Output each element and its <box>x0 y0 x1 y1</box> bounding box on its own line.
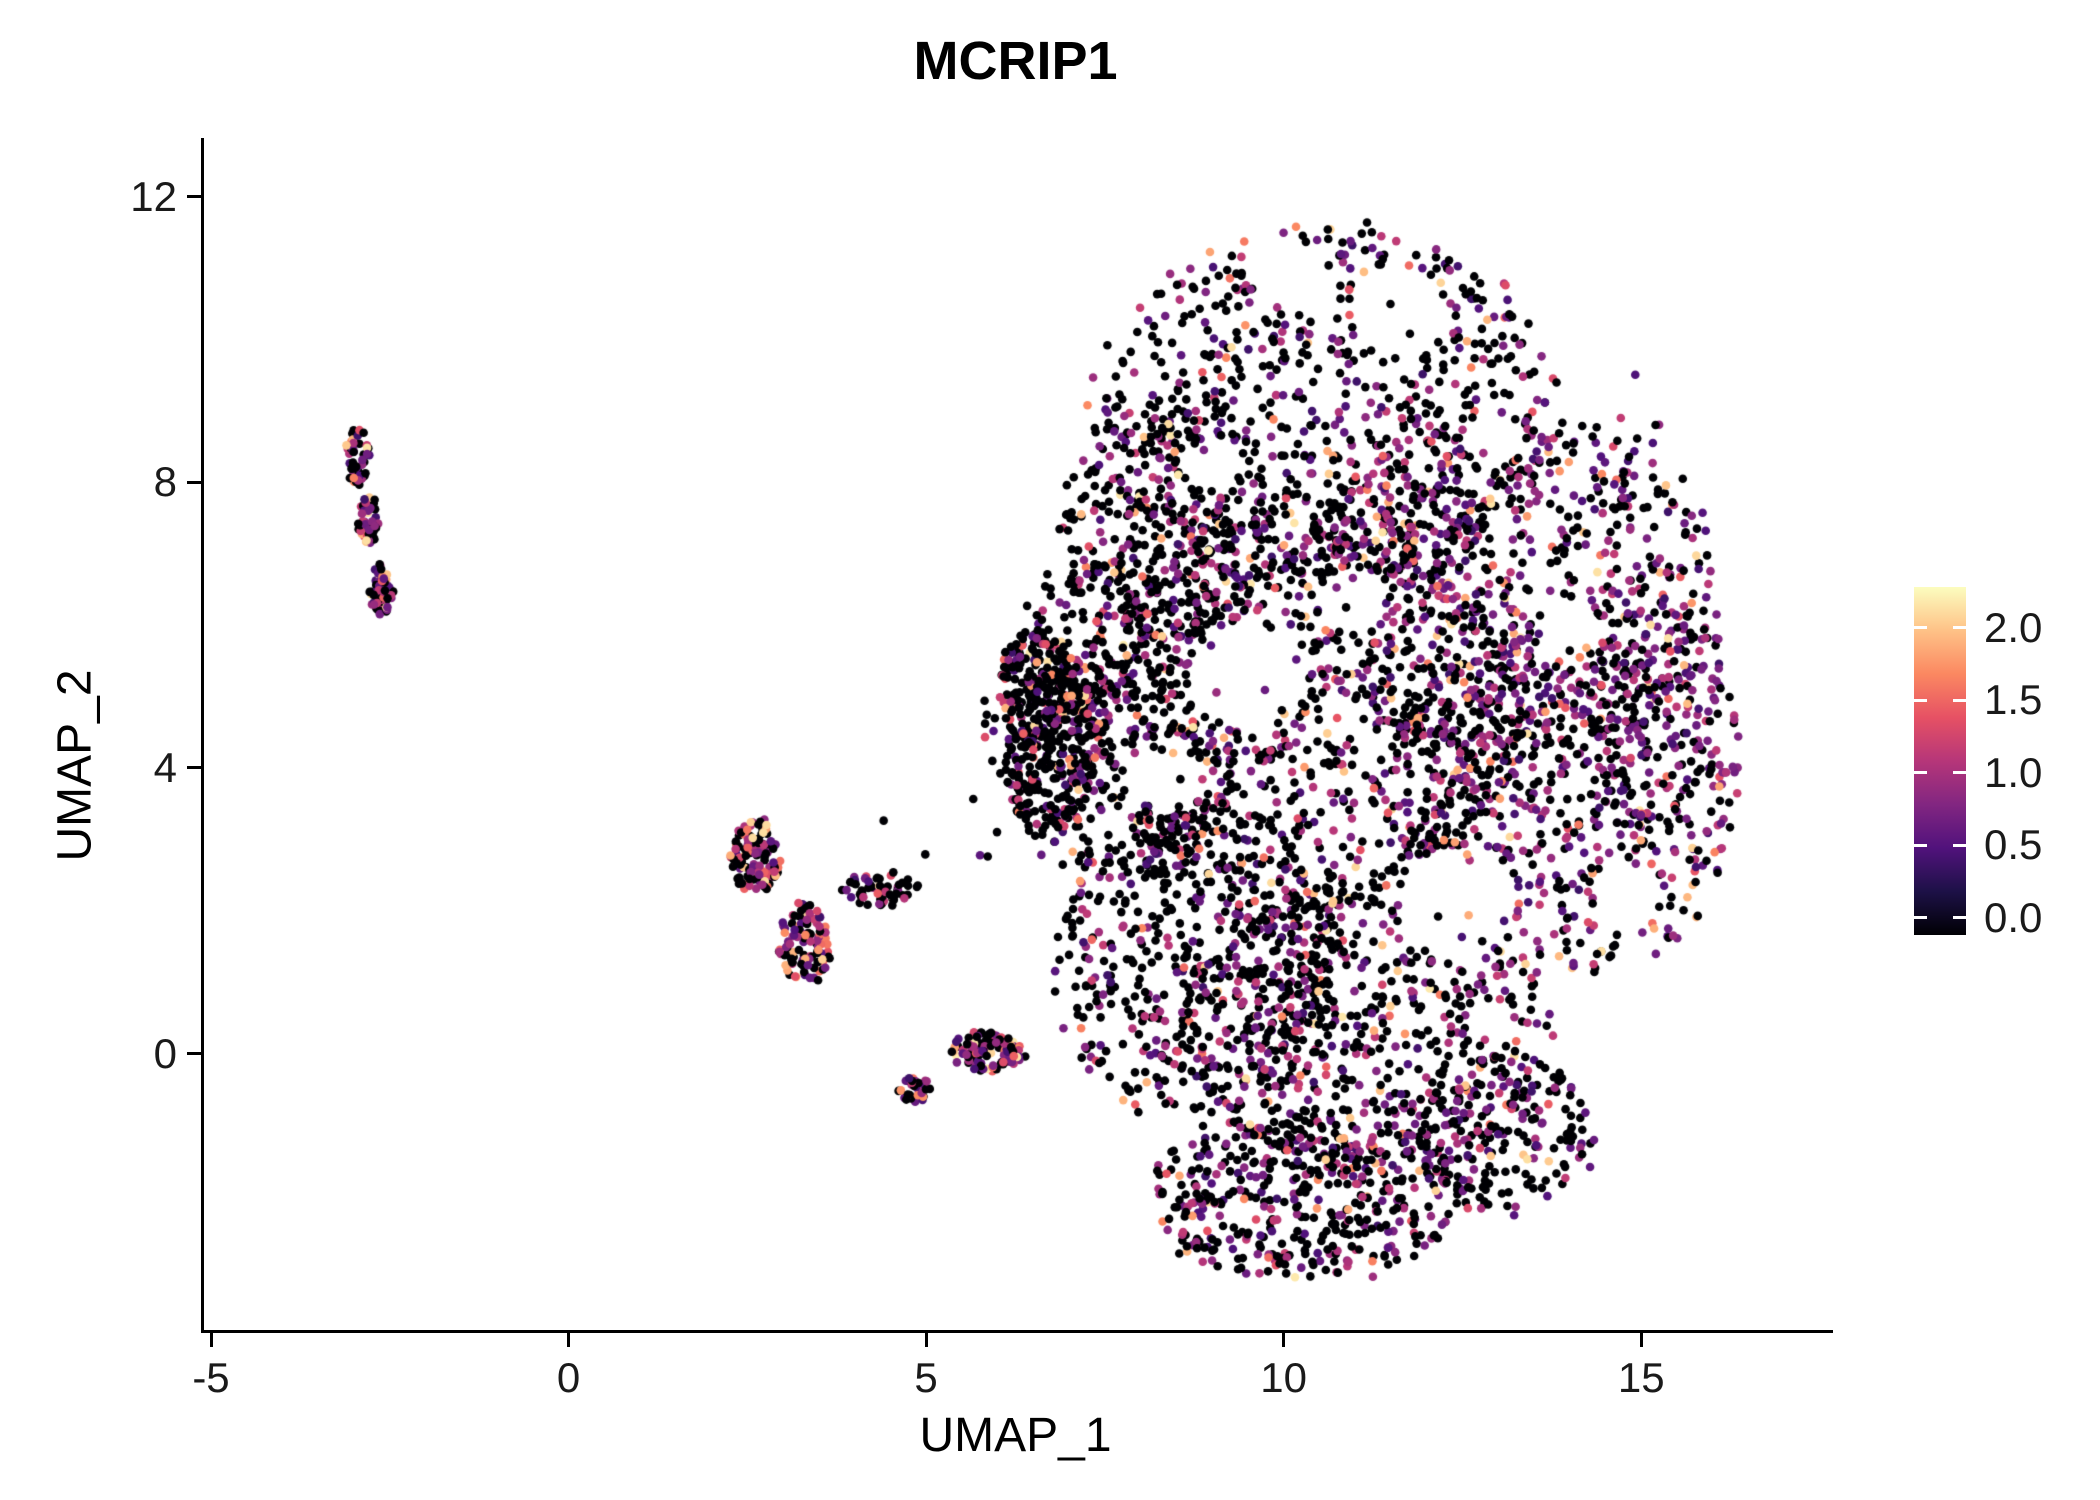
x-axis-tick-label: -5 <box>192 1354 230 1401</box>
y-axis-tick <box>187 195 201 199</box>
y-axis-tick <box>187 1052 201 1056</box>
colorbar-tick <box>1914 843 1927 847</box>
x-axis-tick <box>567 1333 571 1347</box>
x-axis-tick <box>1639 1333 1643 1347</box>
y-axis-tick-label: 8 <box>153 458 177 506</box>
colorbar-tick <box>1953 916 1966 920</box>
x-axis-tick <box>1282 1333 1286 1347</box>
y-axis-tick <box>187 766 201 770</box>
colorbar-tick <box>1953 843 1966 847</box>
colorbar-tick <box>1914 771 1927 775</box>
y-axis-tick-label: 12 <box>130 172 177 220</box>
colorbar-tick <box>1914 698 1927 702</box>
x-axis-tick-label: 5 <box>914 1354 938 1401</box>
y-axis-title: UMAP_2 <box>48 669 102 862</box>
colorbar-tick <box>1914 626 1927 630</box>
colorbar-tick <box>1953 771 1966 775</box>
colorbar-tick <box>1953 698 1966 702</box>
colorbar-tick <box>1953 626 1966 630</box>
x-axis-tick-label: 0 <box>556 1354 581 1401</box>
x-axis-tick-label: 10 <box>1260 1354 1308 1401</box>
colorbar-tick-label: 1.0 <box>1984 748 2043 796</box>
x-axis-tick <box>209 1333 213 1347</box>
x-axis-title: UMAP_1 <box>919 1409 1112 1462</box>
colorbar-tick-label: 0.5 <box>1984 821 2043 869</box>
colorbar-tick-label: 1.5 <box>1984 676 2043 724</box>
y-axis-tick-label: 0 <box>153 1029 177 1077</box>
colorbar-tick-label: 2.0 <box>1984 603 2043 651</box>
y-axis-tick <box>187 480 201 484</box>
colorbar-tick-label: 0.0 <box>1984 893 2043 941</box>
colorbar-tick <box>1914 916 1927 920</box>
y-axis-tick-label: 4 <box>153 743 177 791</box>
x-axis-tick <box>924 1333 928 1347</box>
colorbar-gradient <box>1914 587 1966 935</box>
x-axis-tick-label: 15 <box>1617 1354 1665 1401</box>
